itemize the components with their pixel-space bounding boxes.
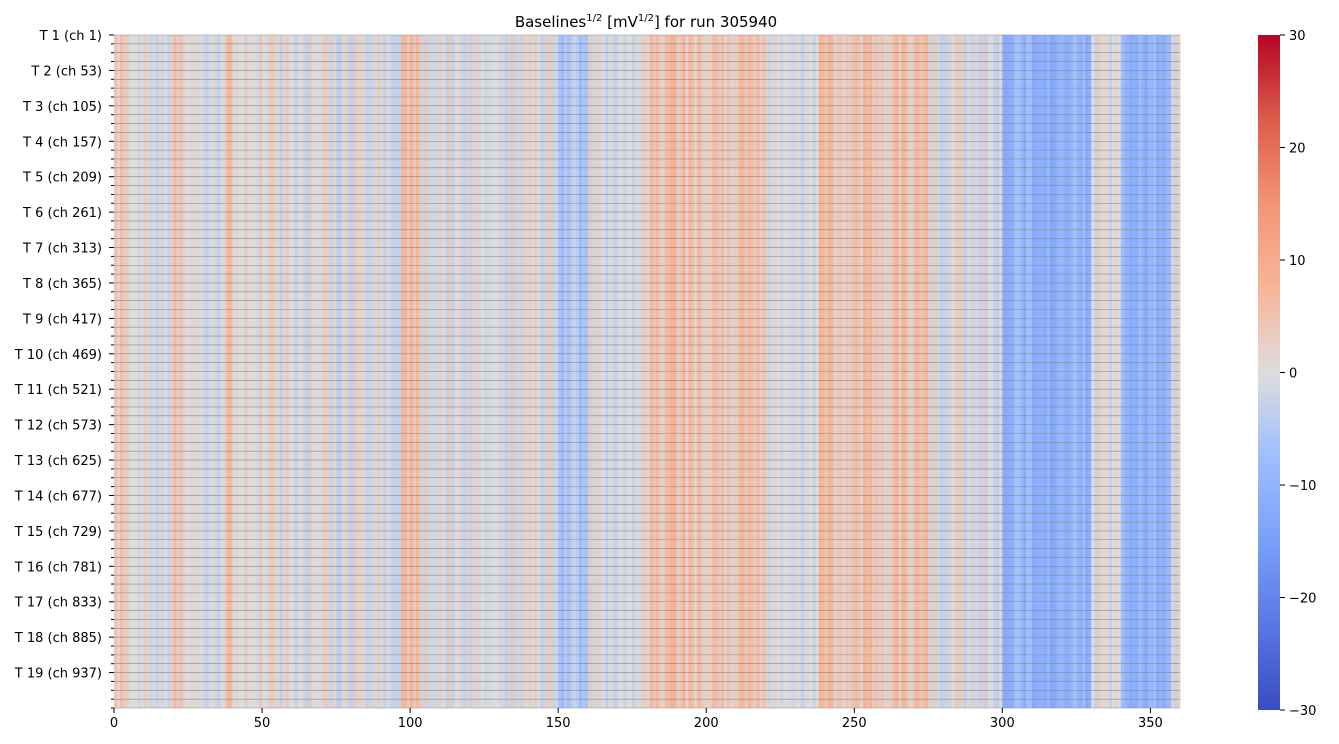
row-label: T 19 (ch 937) [14,667,102,682]
x-tick-label: 250 [842,716,867,731]
row-label: T 6 (ch 261) [22,206,102,221]
row-label: T 8 (ch 365) [22,277,102,292]
row-label: T 9 (ch 417) [22,312,102,327]
heatmap-plot-area [114,34,1181,709]
x-tick-label: 150 [546,716,571,731]
row-label: T 11 (ch 521) [14,383,102,398]
x-tick-label: 100 [398,716,423,731]
row-label: T 15 (ch 729) [14,525,102,540]
colorbar-tick-label: 20 [1289,142,1306,157]
row-label: T 18 (ch 885) [14,631,102,646]
row-label: T 10 (ch 469) [14,348,102,363]
colorbar-tick-label: 10 [1289,254,1306,269]
row-label: T 4 (ch 157) [22,135,102,150]
row-label: T 7 (ch 313) [22,242,102,257]
row-label: T 1 (ch 1) [39,29,102,44]
row-label: T 5 (ch 209) [22,171,102,186]
colorbar-tick-label: −10 [1289,479,1316,494]
colorbar-tick-label: 0 [1289,367,1297,382]
row-label: T 17 (ch 833) [14,596,102,611]
colorbar [1258,35,1280,710]
row-label: T 2 (ch 53) [30,64,102,79]
row-label: T 3 (ch 105) [22,100,102,115]
x-tick-label: 350 [1138,716,1163,731]
colorbar-tick-label: 30 [1289,29,1306,44]
row-label: T 16 (ch 781) [14,560,102,575]
row-label: T 12 (ch 573) [14,419,102,434]
x-tick-label: 200 [694,716,719,731]
x-tick-label: 0 [110,716,118,731]
colorbar-axis: 30 20 10 0 −10 −20 −30 [1280,29,1316,719]
row-label: T 13 (ch 625) [14,454,102,469]
y-axis: T 1 (ch 1) T 2 (ch 53) T 3 (ch 105) T 4 (ch… [14,29,114,709]
x-tick-label: 50 [254,716,271,731]
chart-title: Baselines1/2 [mV1/2] for run 305940 [515,13,777,31]
x-tick-label: 300 [990,716,1015,731]
row-label: T 14 (ch 677) [14,489,102,504]
x-axis: 0 50 100 150 200 250 300 350 [110,708,1163,731]
colorbar-tick-label: −30 [1289,704,1316,719]
colorbar-tick-label: −20 [1289,592,1316,607]
